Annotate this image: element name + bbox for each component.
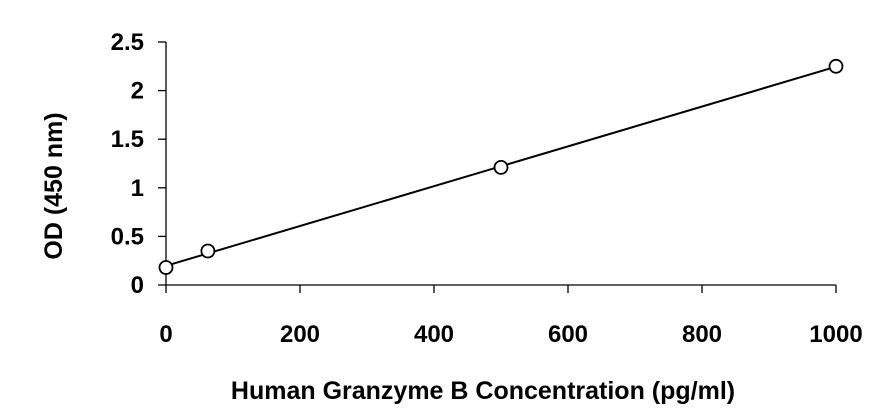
x-tick-label: 1000 <box>809 321 862 348</box>
series <box>158 58 844 275</box>
x-tick-label: 400 <box>414 321 454 348</box>
x-ticks: 0 200 400 600 800 1000 <box>159 285 863 348</box>
data-point <box>200 243 216 259</box>
y-tick-label: 0.5 <box>111 223 144 250</box>
y-tick-label: 1.5 <box>111 126 144 153</box>
data-point <box>828 58 844 74</box>
x-tick-label: 0 <box>159 321 172 348</box>
x-tick-label: 200 <box>280 321 320 348</box>
y-ticks: 0 0.5 1 1.5 2 2.5 <box>111 29 166 299</box>
data-point <box>493 159 509 175</box>
axes <box>165 42 836 286</box>
y-axis-label: OD (450 nm) <box>40 112 68 259</box>
y-tick-label: 0 <box>131 272 144 299</box>
data-point <box>158 260 174 275</box>
y-tick-label: 1 <box>131 175 144 202</box>
y-tick-label: 2 <box>131 78 144 105</box>
x-tick-label: 600 <box>548 321 588 348</box>
x-axis-label: Human Granzyme B Concentration (pg/ml) <box>231 377 735 405</box>
y-tick-label: 2.5 <box>111 29 144 56</box>
x-tick-label: 800 <box>682 321 722 348</box>
